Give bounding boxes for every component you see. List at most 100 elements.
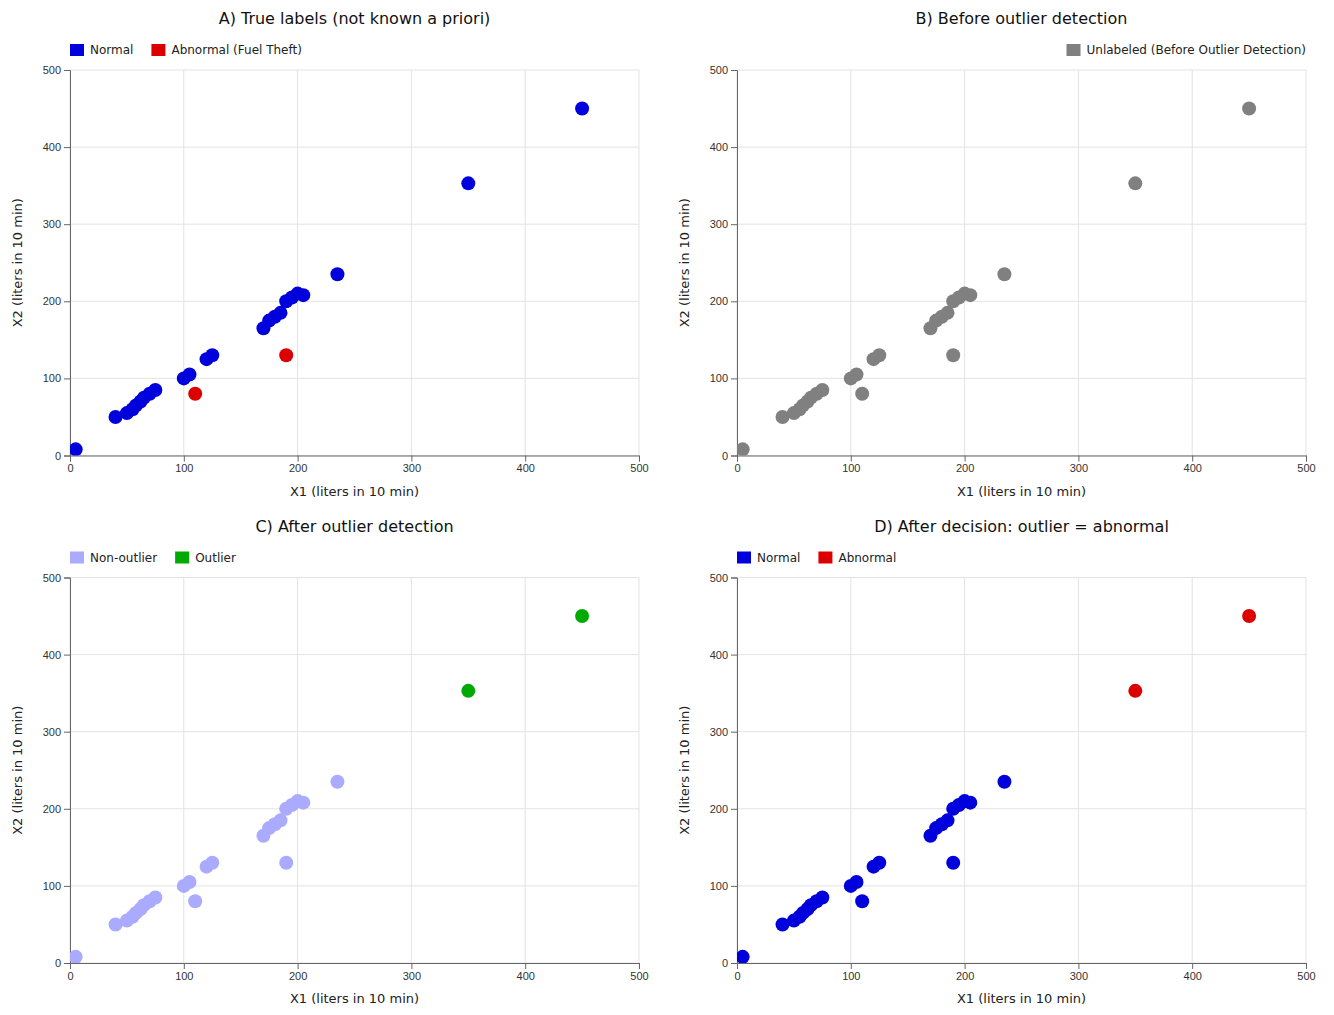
tick-mark	[639, 963, 640, 969]
legend-swatch	[70, 552, 84, 564]
tick: 0	[67, 456, 73, 475]
x-axis: 0100200300400500	[67, 456, 648, 475]
legend-label: Unlabeled (Before Outlier Detection)	[1087, 43, 1307, 57]
tick: 0	[67, 963, 73, 982]
point	[296, 796, 310, 810]
tick-mark	[851, 456, 852, 462]
tick-label: 400	[517, 462, 535, 474]
grid-line	[737, 731, 1306, 732]
tick-label: 200	[43, 295, 61, 307]
grid-line	[183, 70, 184, 456]
point	[997, 775, 1011, 789]
grid-line	[737, 808, 1306, 809]
tick-label: 400	[1184, 462, 1202, 474]
grid-line	[297, 70, 298, 456]
tick-mark	[64, 655, 70, 656]
grid	[70, 578, 639, 964]
point	[1242, 609, 1256, 623]
tick-label: 200	[956, 970, 974, 982]
tick-label: 100	[175, 970, 193, 982]
x-axis: 0100200300400500	[734, 456, 1315, 475]
tick: 300	[43, 218, 70, 230]
point	[461, 176, 475, 190]
tick-mark	[1306, 456, 1307, 462]
grid-line	[639, 70, 640, 456]
point	[737, 950, 750, 963]
series	[70, 102, 589, 456]
point	[963, 796, 977, 810]
point	[1128, 176, 1142, 190]
plot-area	[737, 609, 1256, 963]
tick-mark	[731, 378, 737, 379]
tick-label: 300	[1070, 970, 1088, 982]
grid-line	[1078, 70, 1079, 456]
point	[946, 348, 960, 362]
tick-label: 0	[734, 970, 740, 982]
tick-mark	[731, 732, 737, 733]
x-axis-title: X1 (liters in 10 min)	[290, 991, 419, 1006]
tick-label: 200	[710, 803, 728, 815]
series	[737, 102, 1256, 456]
tick-label: 0	[67, 970, 73, 982]
point	[997, 267, 1011, 281]
tick: 200	[956, 963, 974, 982]
point	[205, 856, 219, 870]
grid-line	[70, 147, 639, 148]
tick-mark	[64, 886, 70, 887]
tick-mark	[64, 224, 70, 225]
tick: 500	[710, 572, 737, 584]
x-axis-title: X1 (liters in 10 min)	[957, 991, 1086, 1006]
point	[872, 348, 886, 362]
tick-mark	[731, 456, 737, 457]
tick-mark	[1192, 456, 1193, 462]
tick-mark	[851, 963, 852, 969]
point	[182, 368, 196, 382]
point	[279, 856, 293, 870]
series	[1128, 609, 1256, 698]
x-axis-title: X1 (liters in 10 min)	[290, 484, 419, 499]
axis-line	[71, 456, 640, 462]
tick-mark	[64, 147, 70, 148]
tick-mark	[731, 886, 737, 887]
grid-line	[1078, 578, 1079, 964]
y-axis-title: X2 (liters in 10 min)	[10, 706, 25, 835]
tick-label: 400	[710, 141, 728, 153]
tick-mark	[731, 301, 737, 302]
tick-label: 0	[722, 450, 728, 462]
legend-item: Normal	[737, 551, 800, 565]
grid	[737, 578, 1306, 964]
tick: 200	[43, 803, 70, 815]
tick-mark	[1306, 963, 1307, 969]
grid-line	[70, 808, 639, 809]
tick: 100	[710, 880, 737, 892]
tick-label: 500	[710, 64, 728, 76]
grid-line	[1306, 70, 1307, 456]
grid-line	[1192, 578, 1193, 964]
tick-label: 500	[630, 970, 648, 982]
tick: 300	[710, 218, 737, 230]
point	[946, 856, 960, 870]
point	[461, 684, 475, 698]
point	[855, 387, 869, 401]
tick-label: 100	[842, 970, 860, 982]
tick-mark	[411, 963, 412, 969]
point	[872, 856, 886, 870]
tick-mark	[731, 147, 737, 148]
tick-mark	[64, 963, 70, 964]
grid-line	[737, 147, 1306, 148]
tick-label: 100	[842, 462, 860, 474]
legend-item: Abnormal (Fuel Theft)	[151, 43, 301, 57]
tick: 300	[403, 456, 421, 475]
point	[148, 383, 162, 397]
grid-line	[964, 578, 965, 964]
tick: 500	[710, 64, 737, 76]
grid-line	[70, 301, 639, 302]
tick: 0	[55, 957, 70, 969]
tick-mark	[298, 963, 299, 969]
tick-label: 500	[43, 572, 61, 584]
tick-mark	[965, 456, 966, 462]
point	[855, 894, 869, 908]
legend: Non-outlierOutlier	[70, 551, 236, 565]
legend-label: Outlier	[195, 551, 236, 565]
tick: 400	[710, 141, 737, 153]
